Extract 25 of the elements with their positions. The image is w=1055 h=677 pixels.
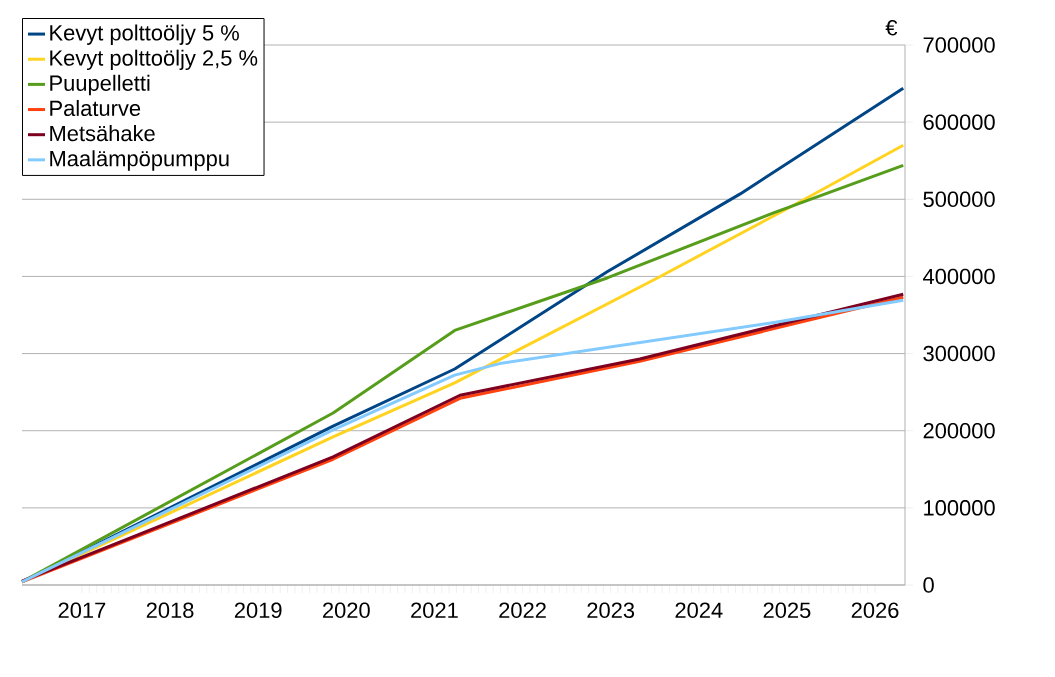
x-tick-label: 2018 [146, 602, 194, 619]
y-tick-label: 200000 [923, 422, 995, 439]
y-axis-title: € [885, 19, 898, 36]
legend-label: Kevyt polttoöljy 5 % [50, 24, 239, 45]
x-tick-label: 2022 [499, 602, 546, 619]
legend-label: Palaturve [50, 99, 141, 117]
legend-label: Kevyt polttoöljy 2,5 % [50, 49, 258, 71]
y-tick-label: 100000 [924, 500, 995, 516]
x-tick-label: 2020 [323, 602, 370, 619]
legend-label: Metsähake [50, 125, 155, 142]
y-tick-label: 300000 [923, 345, 995, 362]
x-tick-label: 2023 [587, 602, 635, 619]
y-tick-label: 400000 [923, 268, 995, 285]
legend-label: Puupelletti [50, 74, 150, 96]
x-tick-label: 2025 [763, 602, 811, 619]
y-tick-label: 500000 [923, 191, 995, 208]
x-tick-label: 2024 [675, 602, 723, 619]
x-tick-label: 2026 [851, 602, 899, 619]
x-tick-label: 2019 [234, 602, 282, 619]
legend-label: Maalämpöpumppu [50, 150, 229, 171]
y-tick-label: 600000 [923, 114, 995, 130]
y-tick-label: 700000 [923, 37, 995, 53]
y-tick-label: 0 [923, 577, 934, 593]
x-tick-label: 2021 [411, 602, 458, 619]
x-tick-label: 2017 [58, 602, 106, 619]
